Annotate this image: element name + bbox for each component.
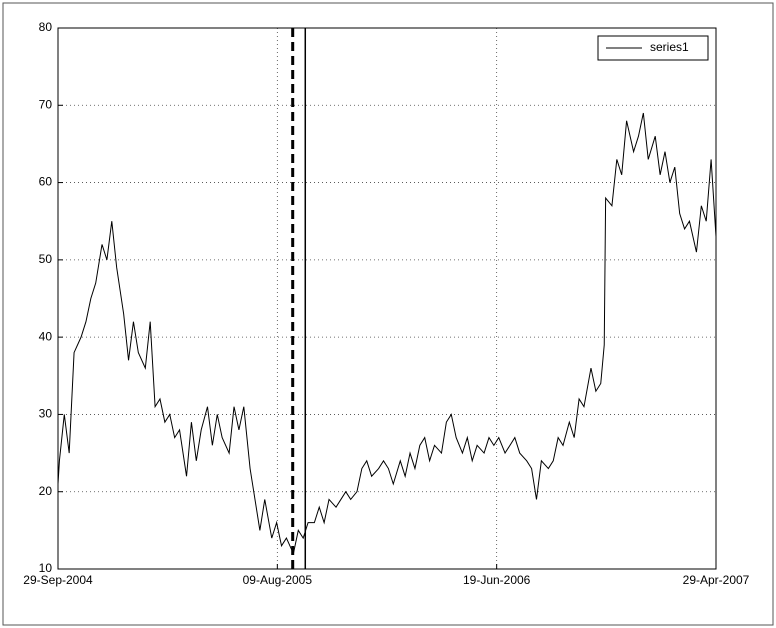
data-line xyxy=(57,112,717,556)
y-tick-label: 50 xyxy=(39,252,53,266)
y-tick-label: 70 xyxy=(39,97,53,111)
x-tick-label: 09-Aug-2005 xyxy=(243,573,313,587)
y-tick-label: 60 xyxy=(39,175,53,189)
x-tick-label: 29-Apr-2007 xyxy=(683,573,750,587)
y-tick-label: 20 xyxy=(39,484,53,498)
y-tick-label: 30 xyxy=(39,407,53,421)
plot-area xyxy=(57,27,717,570)
y-tick-label: 40 xyxy=(39,329,53,343)
y-tick-label: 10 xyxy=(39,561,53,575)
x-tick-label: 19-Jun-2006 xyxy=(463,573,531,587)
x-tick-label: 29-Sep-2004 xyxy=(23,573,93,587)
y-tick-label: 80 xyxy=(39,20,53,34)
legend-label: series1 xyxy=(650,40,689,54)
